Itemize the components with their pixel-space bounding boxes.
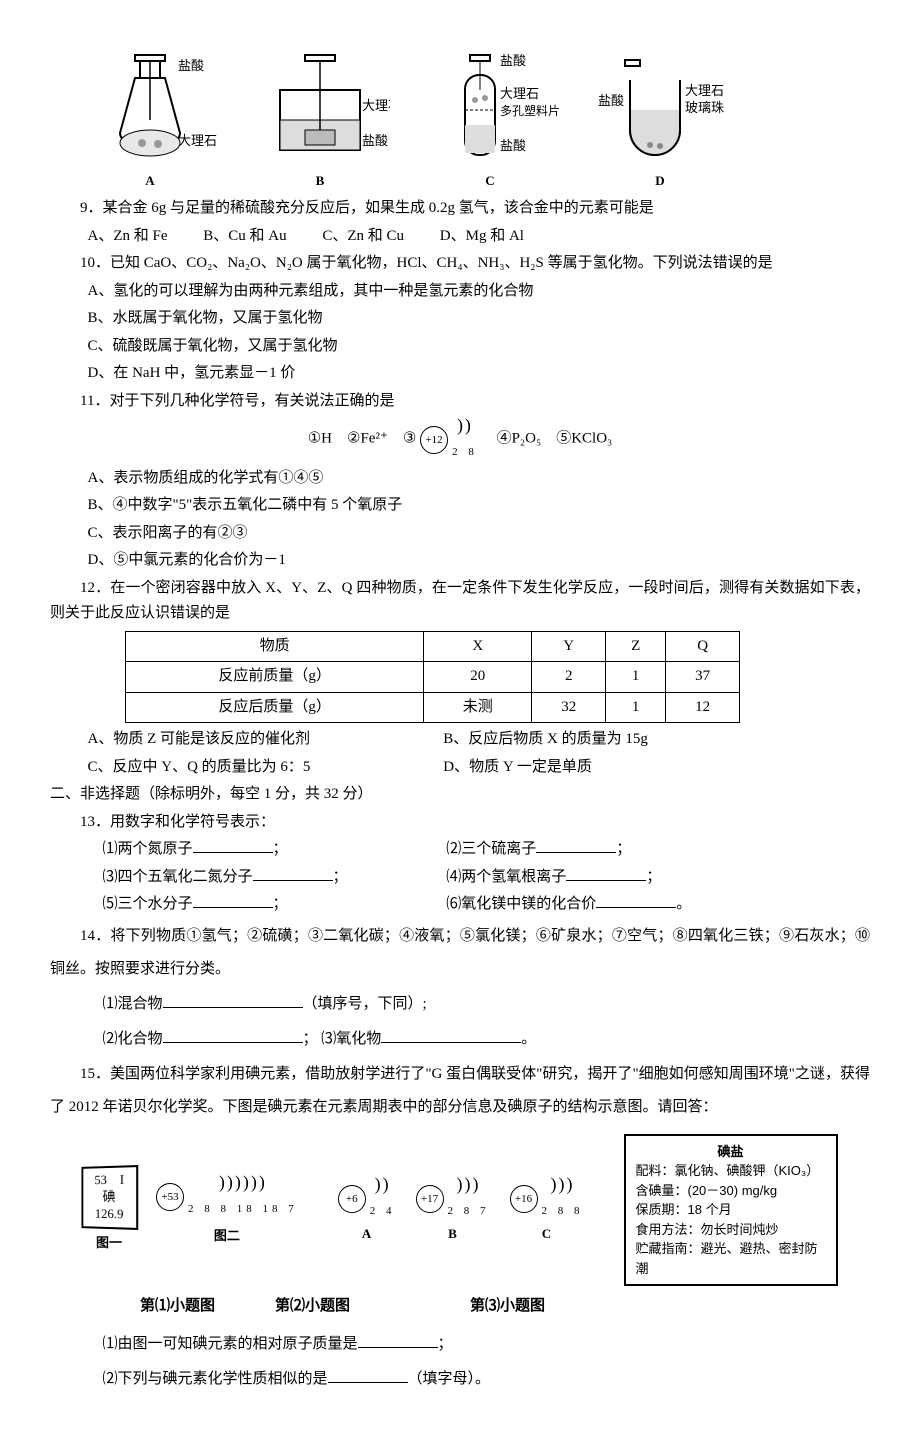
q14-row2: ⑵化合物； ⑶氧化物。 (50, 1023, 870, 1056)
svg-text:大理石: 大理石 (685, 83, 724, 98)
cap1: 第⑴小题图 (140, 1294, 215, 1320)
blank-input[interactable] (193, 837, 273, 853)
svg-text:大理石: 大理石 (500, 86, 539, 101)
blank-input[interactable] (596, 892, 676, 908)
q11-nucleus: +12 (420, 426, 448, 454)
q15-fig2-group: +6))2 4 A +17)))2 8 7 B +16)))2 8 8 C (338, 1175, 584, 1245)
apparatus-a: 盐酸 大理石 A (80, 50, 220, 192)
q11-opt-c: C、表示阳离子的有②③ (50, 521, 870, 547)
svg-text:盐酸: 盐酸 (500, 53, 526, 68)
section2-header: 二、非选择题（除标明外，每空 1 分，共 32 分） (50, 782, 870, 808)
q9-options: A、Zn 和 Fe B、Cu 和 Au C、Zn 和 Cu D、Mg 和 Al (50, 224, 870, 250)
tube-c-icon: 盐酸 大理石 多孔塑料片 盐酸 (420, 50, 560, 170)
q14-row1: ⑴混合物（填序号，下同）; (50, 988, 870, 1021)
q11-opt-a: A、表示物质组成的化学式有①④⑤ (50, 466, 870, 492)
q11-atom-icon: +12 ))2 8 (420, 416, 478, 464)
q12-opt-c: C、反应中 Y、Q 的质量比为 6：5 (88, 755, 408, 781)
q9-opt-d: D、Mg 和 Al (440, 224, 524, 250)
q13-row2: ⑶四个五氧化二氮分子； ⑷两个氢氧根离子； (50, 865, 870, 891)
q15-sub1: ⑴由图一可知碘元素的相对原子质量是； (50, 1328, 870, 1361)
q9-stem: 9．某合金 6g 与足量的稀硫酸充分反应后，如果生成 0.2g 氢气，该合金中的… (50, 196, 870, 222)
q15-stem: 15．美国两位科学家利用碘元素，借助放射学进行了"G 蛋白偶联受体"研究，揭开了… (50, 1058, 870, 1124)
q13-row3: ⑸三个水分子； ⑹氧化镁中镁的化合价。 (50, 892, 870, 918)
q15-captions: 第⑴小题图 第⑵小题图 第⑶小题图 (50, 1294, 870, 1320)
apparatus-d-letter: D (655, 170, 664, 192)
q12-h2: Y (532, 631, 606, 662)
q11-opt-b: B、④中数字"5"表示五氧化二磷中有 5 个氧原子 (50, 493, 870, 519)
blank-input[interactable] (193, 892, 273, 908)
beaker-b-icon: 大理石 盐酸 (250, 50, 390, 170)
q12-opt-b: B、反应后物质 X 的质量为 15g (443, 727, 648, 753)
q11-opt-d: D、⑤中氯元素的化合价为－1 (50, 548, 870, 574)
q11-sym-part2: ④P₂O₅ ⑤KClO₃ (482, 431, 613, 447)
q13-stem: 13．用数字和化学符号表示： (50, 810, 870, 836)
apparatus-c-letter: C (485, 170, 494, 192)
flask-a-icon: 盐酸 大理石 (80, 50, 220, 170)
table-row: 反应前质量（g） 20 2 1 37 (126, 662, 740, 693)
q12-h0: 物质 (126, 631, 424, 662)
q15-figure-row: 53 I 碘 126.9 图一 +53 ))))))2 8 8 18 18 7 … (50, 1134, 870, 1287)
q14-stem: 14．将下列物质①氢气；②硫磺；③二氧化碳；④液氧；⑤氯化镁；⑥矿泉水；⑦空气；… (50, 920, 870, 986)
q13-row1: ⑴两个氮原子； ⑵三个硫离子； (50, 837, 870, 863)
q10-opt-b: B、水既属于氧化物，又属于氢化物 (50, 306, 870, 332)
q10-stem: 10．已知 CaO、CO₂、Na₂O、N₂O 属于氧化物，HCl、CH₄、NH₃… (50, 251, 870, 277)
q11-sym-part1: ①H ②Fe²⁺ ③ (308, 431, 417, 447)
svg-text:盐酸: 盐酸 (178, 58, 204, 73)
q15-fig1-group: 53 I 碘 126.9 图一 +53 ))))))2 8 8 18 18 7 … (80, 1166, 298, 1255)
q12-table: 物质 X Y Z Q 反应前质量（g） 20 2 1 37 反应后质量（g） 未… (125, 631, 740, 724)
q12-row1: A、物质 Z 可能是该反应的催化剂 B、反应后物质 X 的质量为 15g (50, 727, 870, 753)
svg-text:大理石: 大理石 (362, 98, 390, 113)
q9-opt-b: B、Cu 和 Au (203, 224, 286, 250)
svg-text:盐酸: 盐酸 (598, 93, 624, 108)
q11-stem: 11．对于下列几种化学符号，有关说法正确的是 (50, 389, 870, 415)
table-row: 反应后质量（g） 未测 32 1 12 (126, 692, 740, 723)
apparatus-b: 大理石 盐酸 B (250, 50, 390, 192)
blank-input[interactable] (566, 865, 646, 881)
apparatus-a-letter: A (145, 170, 154, 192)
svg-text:多孔塑料片: 多孔塑料片 (500, 103, 560, 118)
blank-input[interactable] (381, 1027, 521, 1043)
q9-opt-c: C、Zn 和 Cu (322, 224, 404, 250)
q11-symbols: ①H ②Fe²⁺ ③ +12 ))2 8 ④P₂O₅ ⑤KClO₃ (50, 416, 870, 464)
q12-row2: C、反应中 Y、Q 的质量比为 6：5 D、物质 Y 一定是单质 (50, 755, 870, 781)
iodine-atom-icon: +53 ))))))2 8 8 18 18 7 (156, 1173, 298, 1221)
q12-h4: Q (666, 631, 740, 662)
q15-sub2: ⑵下列与碘元素化学性质相似的是（填字母）。 (50, 1363, 870, 1396)
salt-label-box: 碘盐 配料：氯化钠、碘酸钾（KIO₃） 含碘量：(20－30) mg/kg 保质… (624, 1134, 838, 1287)
svg-text:玻璃珠: 玻璃珠 (685, 100, 724, 115)
q12-h3: Z (606, 631, 666, 662)
q12-opt-d: D、物质 Y 一定是单质 (443, 755, 592, 781)
svg-text:盐酸: 盐酸 (500, 138, 526, 153)
apparatus-figure-row: 盐酸 大理石 A 大理石 盐酸 B 盐酸 大理石 多孔塑料片 盐酸 (50, 50, 870, 192)
utube-d-icon: 盐酸 大理石 玻璃珠 (590, 50, 730, 170)
blank-input[interactable] (328, 1367, 408, 1383)
blank-input[interactable] (358, 1332, 438, 1348)
blank-input[interactable] (163, 992, 303, 1008)
apparatus-c: 盐酸 大理石 多孔塑料片 盐酸 C (420, 50, 560, 192)
blank-input[interactable] (253, 865, 333, 881)
cap2: 第⑵小题图 (275, 1294, 350, 1320)
q12-stem: 12．在一个密闭容器中放入 X、Y、Z、Q 四种物质，在一定条件下发生化学反应，… (50, 576, 870, 627)
atom-c-icon: +16)))2 8 8 (510, 1175, 584, 1223)
q10-opt-d: D、在 NaH 中，氢元素显－1 价 (50, 361, 870, 387)
svg-text:盐酸: 盐酸 (362, 133, 388, 148)
cap3: 第⑶小题图 (470, 1294, 545, 1320)
q12-h1: X (424, 631, 532, 662)
element-box-icon: 53 I 碘 126.9 (81, 1165, 138, 1230)
apparatus-d: 盐酸 大理石 玻璃珠 D (590, 50, 730, 192)
atom-b-icon: +17)))2 8 7 (416, 1175, 490, 1223)
q10-opt-a: A、氢化的可以理解为由两种元素组成，其中一种是氢元素的化合物 (50, 279, 870, 305)
svg-text:大理石: 大理石 (178, 133, 217, 148)
q12-opt-a: A、物质 Z 可能是该反应的催化剂 (88, 727, 408, 753)
blank-input[interactable] (536, 837, 616, 853)
table-row: 物质 X Y Z Q (126, 631, 740, 662)
apparatus-b-letter: B (316, 170, 325, 192)
q9-opt-a: A、Zn 和 Fe (88, 224, 168, 250)
q10-opt-c: C、硫酸既属于氧化物，又属于氢化物 (50, 334, 870, 360)
blank-input[interactable] (163, 1027, 303, 1043)
atom-a-icon: +6))2 4 (338, 1175, 396, 1223)
